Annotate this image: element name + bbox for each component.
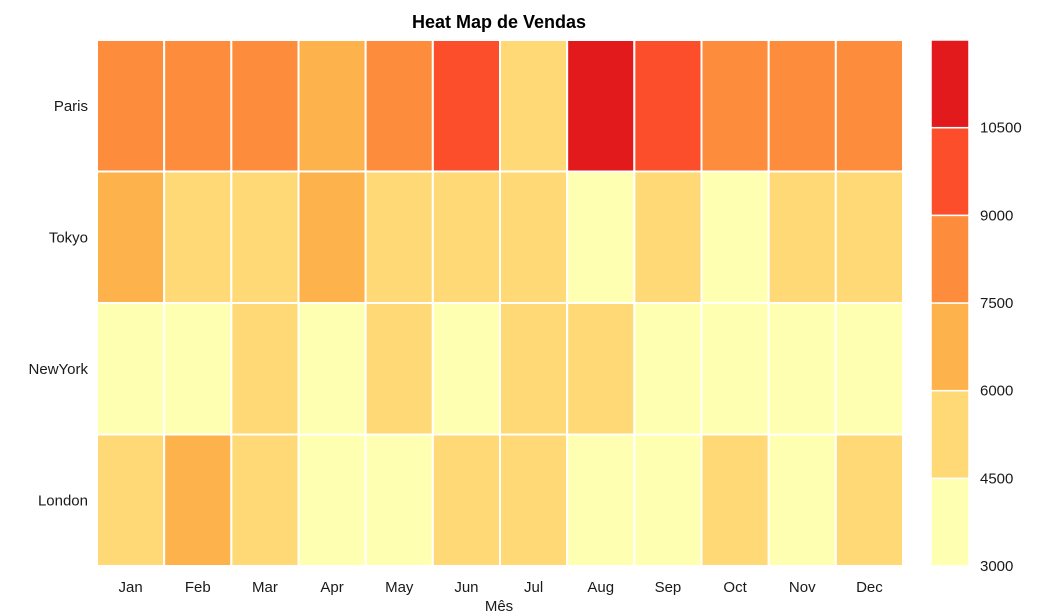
y-tick-label: NewYork	[29, 361, 89, 378]
heatmap-cell-paris-jul	[499, 39, 569, 173]
x-axis-ticks: Jan Feb Mar Apr May Jun Jul Aug Sep Oct Nov Dec	[118, 579, 883, 596]
heatmap-cell-tokyo-aug	[566, 170, 636, 304]
heatmap-cell-paris-jan	[96, 39, 166, 173]
x-tick-label: Jun	[454, 579, 478, 596]
x-tick-label: Nov	[789, 579, 816, 596]
heatmap-cell-tokyo-dec	[834, 170, 904, 304]
x-tick-label: Dec	[856, 579, 883, 596]
heatmap-cell-newyork-jun	[431, 302, 502, 436]
heatmap-cell-london-dec	[834, 433, 904, 567]
x-tick-label: Feb	[185, 579, 211, 596]
x-tick-label: Aug	[587, 579, 614, 596]
heatmap-cell-paris-jun	[431, 39, 502, 173]
heatmap-cell-tokyo-mar	[230, 170, 300, 304]
heatmap-cell-london-jul	[499, 433, 569, 567]
heatmap-cell-tokyo-oct	[700, 170, 770, 304]
heatmap-cell-london-apr	[297, 433, 367, 567]
y-tick-label: Tokyo	[49, 229, 88, 246]
x-tick-label: May	[385, 579, 414, 596]
legend-swatch	[930, 126, 970, 217]
heatmap-cell-newyork-jul	[499, 302, 569, 436]
heatmap-cell-paris-dec	[834, 39, 904, 173]
heatmap-cell-london-feb	[163, 433, 233, 567]
heatmap-cell-tokyo-jan	[96, 170, 166, 304]
heatmap-cell-newyork-dec	[834, 302, 904, 436]
legend-swatch	[930, 389, 970, 480]
heatmap-cell-newyork-jan	[96, 302, 166, 436]
heatmap-cell-paris-oct	[700, 39, 770, 173]
heatmap-cell-london-sep	[633, 433, 703, 567]
legend-label: 10500	[980, 120, 1022, 137]
legend-label: 9000	[980, 207, 1013, 224]
heatmap-cell-tokyo-nov	[767, 170, 837, 304]
heatmap-cell-paris-sep	[633, 39, 703, 173]
x-tick-label: Apr	[320, 579, 343, 596]
heatmap-cell-newyork-apr	[297, 302, 367, 436]
x-tick-label: Oct	[723, 579, 747, 596]
x-tick-label: Sep	[655, 579, 682, 596]
heatmap-cell-london-may	[364, 433, 434, 567]
heatmap-cell-tokyo-feb	[163, 170, 233, 304]
heatmap-cell-paris-may	[364, 39, 434, 173]
legend-label: 7500	[980, 295, 1013, 312]
heatmap-cell-newyork-sep	[633, 302, 703, 436]
heatmap-cell-tokyo-jul	[499, 170, 569, 304]
legend-label: 3000	[980, 558, 1013, 575]
legend-label: 4500	[980, 470, 1013, 487]
x-tick-label: Mar	[252, 579, 278, 596]
heatmap-cell-newyork-may	[364, 302, 434, 436]
heatmap-cell-paris-aug	[566, 39, 636, 173]
legend-swatch	[930, 302, 970, 392]
heatmap-cells	[96, 39, 904, 567]
heatmap-cell-london-oct	[700, 433, 770, 567]
heatmap-cell-paris-feb	[163, 39, 233, 173]
x-tick-label: Jul	[524, 579, 543, 596]
x-tick-label: Jan	[118, 579, 142, 596]
x-axis-title: Mês	[485, 598, 513, 615]
heatmap-cell-london-jan	[96, 433, 166, 567]
heatmap-cell-london-mar	[230, 433, 300, 567]
y-axis-ticks: Paris Tokyo NewYork London	[29, 98, 89, 510]
heatmap-cell-newyork-oct	[700, 302, 770, 436]
heatmap-cell-paris-nov	[767, 39, 837, 173]
heatmap-cell-london-aug	[566, 433, 636, 567]
heatmap-cell-paris-apr	[297, 39, 367, 173]
legend-swatch	[930, 39, 970, 129]
heatmap-cell-newyork-mar	[230, 302, 300, 436]
legend-swatch	[930, 477, 970, 567]
color-legend: 3000 4500 6000 7500 9000 10500	[930, 39, 1022, 575]
heatmap-cell-tokyo-may	[364, 170, 434, 304]
heatmap-cell-tokyo-apr	[297, 170, 367, 304]
heatmap-cell-newyork-nov	[767, 302, 837, 436]
legend-label: 6000	[980, 383, 1013, 400]
y-tick-label: London	[38, 492, 88, 509]
heatmap-cell-newyork-feb	[163, 302, 233, 436]
heatmap-cell-london-nov	[767, 433, 837, 567]
heatmap-cell-paris-mar	[230, 39, 300, 173]
legend-swatch	[930, 214, 970, 304]
heatmap-cell-tokyo-jun	[431, 170, 502, 304]
heatmap-cell-tokyo-sep	[633, 170, 703, 304]
chart-title: Heat Map de Vendas	[412, 12, 586, 32]
y-tick-label: Paris	[54, 98, 88, 115]
heatmap-cell-newyork-aug	[566, 302, 636, 436]
heatmap-cell-london-jun	[431, 433, 502, 567]
